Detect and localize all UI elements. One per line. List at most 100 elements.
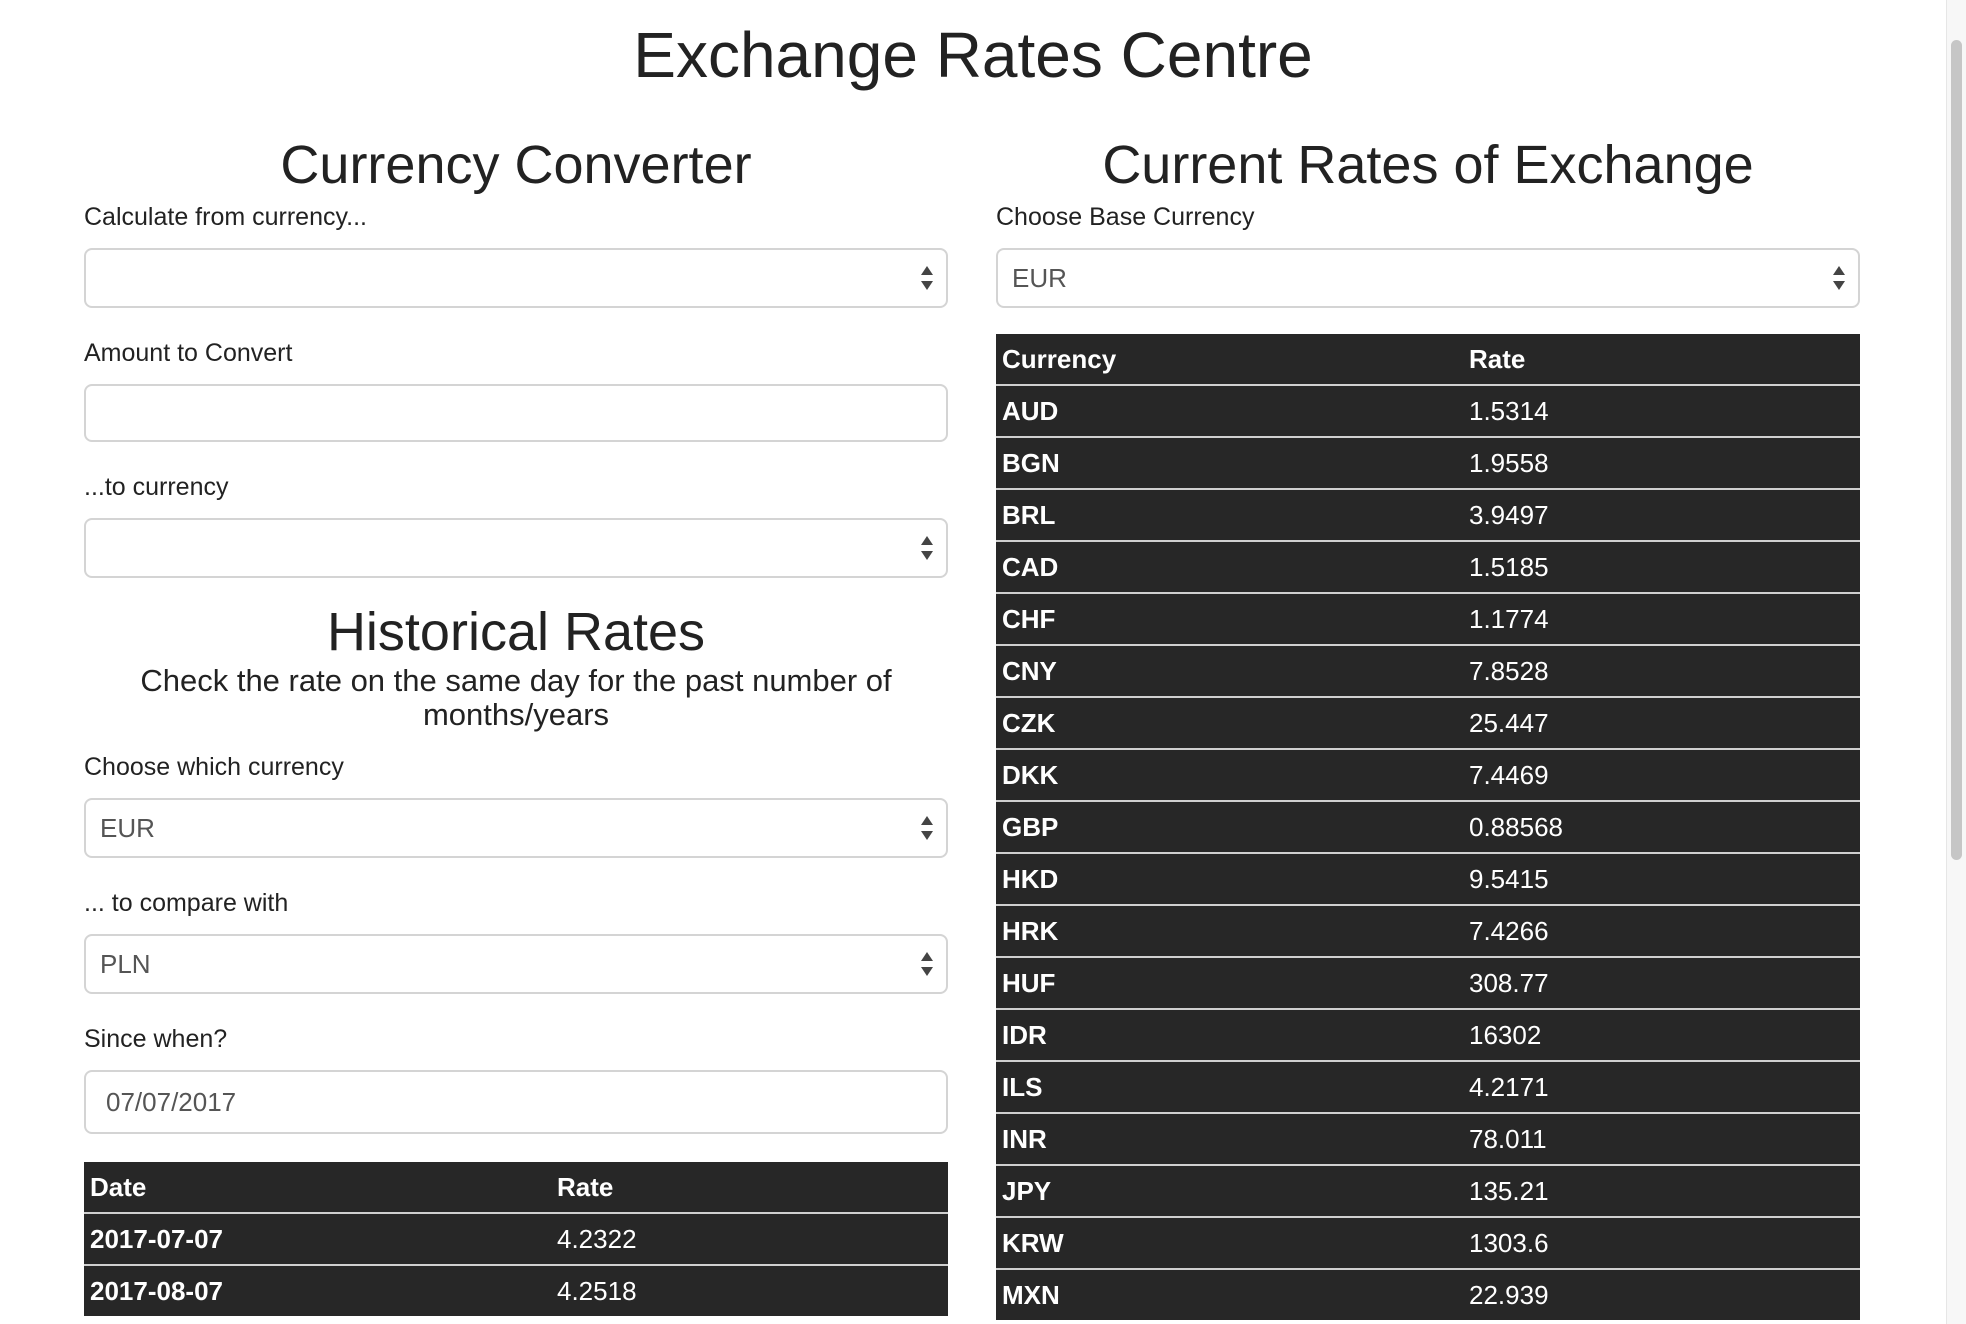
table-row: CHF 1.1774 bbox=[996, 592, 1860, 645]
converter-column: Currency Converter Calculate from curren… bbox=[84, 130, 948, 1316]
currency-column-header: Currency bbox=[1002, 343, 1117, 374]
table-row: ILS 4.2171 bbox=[996, 1060, 1860, 1113]
table-cell-rate: 3.9497 bbox=[1463, 488, 1860, 541]
table-cell-rate: 1.5185 bbox=[1463, 540, 1860, 593]
table-cell-rate: 308.77 bbox=[1463, 956, 1860, 1009]
table-row: DKK 7.4469 bbox=[996, 748, 1860, 801]
table-cell-rate: 22.939 bbox=[1463, 1268, 1860, 1320]
table-cell-date: 2017-08-07 bbox=[84, 1264, 551, 1316]
select-arrows-icon bbox=[920, 533, 934, 563]
table-row: JPY 135.21 bbox=[996, 1164, 1860, 1217]
historical-title: Historical Rates bbox=[326, 602, 706, 662]
table-row: HUF 308.77 bbox=[996, 956, 1860, 1009]
table-row: HKD 9.5415 bbox=[996, 852, 1860, 905]
table-cell-rate: 0.88568 bbox=[1463, 800, 1860, 853]
table-row: 2017-07-07 4.2322 bbox=[84, 1212, 948, 1265]
current-rates-table: Currency Rate AUD 1.5314 BGN 1.9558 BRL 3.949… bbox=[996, 334, 1860, 1320]
table-cell-currency: INR bbox=[996, 1112, 1463, 1165]
table-cell-currency: CZK bbox=[996, 696, 1463, 749]
amount-input[interactable] bbox=[84, 384, 948, 442]
table-header-row: Currency Rate bbox=[996, 334, 1860, 385]
table-cell-currency: BGN bbox=[996, 436, 1463, 489]
table-cell-rate: 4.2322 bbox=[551, 1212, 948, 1265]
current-rates-column: Current Rates of Exchange Choose Base Cu… bbox=[996, 130, 1860, 1320]
table-cell-currency: MXN bbox=[996, 1268, 1463, 1320]
table-cell-currency: AUD bbox=[996, 384, 1463, 437]
historical-subtitle: Check the rate on the same day for the p… bbox=[140, 663, 892, 732]
rate-column-header: Rate bbox=[1469, 343, 1526, 374]
table-cell-currency: GBP bbox=[996, 800, 1463, 853]
scrollbar-thumb[interactable] bbox=[1951, 40, 1962, 860]
table-row: AUD 1.5314 bbox=[996, 384, 1860, 437]
since-date-value: 07/07/2017 bbox=[106, 1087, 237, 1117]
table-cell-rate: 7.4266 bbox=[1463, 904, 1860, 957]
table-cell-currency: JPY bbox=[996, 1164, 1463, 1217]
table-row: MXN 22.939 bbox=[996, 1268, 1860, 1320]
historical-rates-table: Date Rate 2017-07-07 4.2322 2017-08-07 4.25… bbox=[84, 1162, 948, 1316]
table-cell-currency: DKK bbox=[996, 748, 1463, 801]
page-title: Exchange Rates Centre bbox=[633, 19, 1313, 91]
from-currency-select[interactable] bbox=[84, 248, 948, 308]
table-row: IDR 16302 bbox=[996, 1008, 1860, 1061]
table-row: KRW 1303.6 bbox=[996, 1216, 1860, 1269]
historical-currency-value: EUR bbox=[100, 813, 155, 843]
table-header-row: Date Rate bbox=[84, 1162, 948, 1213]
table-row: BGN 1.9558 bbox=[996, 436, 1860, 489]
base-currency-value: EUR bbox=[1012, 263, 1067, 293]
base-currency-select[interactable]: EUR bbox=[996, 248, 1860, 308]
since-date-input[interactable]: 07/07/2017 bbox=[84, 1070, 948, 1134]
table-row: CNY 7.8528 bbox=[996, 644, 1860, 697]
select-arrows-icon bbox=[1832, 263, 1846, 293]
rate-column-header: Rate bbox=[557, 1171, 614, 1202]
since-label: Since when? bbox=[84, 1025, 228, 1053]
table-cell-rate: 7.4469 bbox=[1463, 748, 1860, 801]
table-cell-rate: 1303.6 bbox=[1463, 1216, 1860, 1269]
table-cell-currency: CHF bbox=[996, 592, 1463, 645]
base-currency-label: Choose Base Currency bbox=[996, 203, 1255, 231]
table-cell-currency: CAD bbox=[996, 540, 1463, 593]
table-row: BRL 3.9497 bbox=[996, 488, 1860, 541]
table-cell-rate: 16302 bbox=[1463, 1008, 1860, 1061]
table-cell-rate: 4.2171 bbox=[1463, 1060, 1860, 1113]
compare-currency-select[interactable]: PLN bbox=[84, 934, 948, 994]
table-cell-rate: 4.2518 bbox=[551, 1264, 948, 1316]
table-cell-rate: 9.5415 bbox=[1463, 852, 1860, 905]
table-cell-date: 2017-07-07 bbox=[84, 1212, 551, 1265]
table-row: CZK 25.447 bbox=[996, 696, 1860, 749]
table-row: HRK 7.4266 bbox=[996, 904, 1860, 957]
table-row: GBP 0.88568 bbox=[996, 800, 1860, 853]
select-arrows-icon bbox=[920, 949, 934, 979]
page-scrollbar[interactable] bbox=[1946, 0, 1966, 1324]
current-rates-title: Current Rates of Exchange bbox=[1102, 135, 1754, 195]
table-row: 2017-08-07 4.2518 bbox=[84, 1264, 948, 1316]
to-currency-label: ...to currency bbox=[84, 473, 229, 501]
converter-title: Currency Converter bbox=[280, 135, 752, 195]
table-cell-rate: 1.5314 bbox=[1463, 384, 1860, 437]
table-cell-currency: BRL bbox=[996, 488, 1463, 541]
table-cell-currency: ILS bbox=[996, 1060, 1463, 1113]
historical-currency-select[interactable]: EUR bbox=[84, 798, 948, 858]
historical-currency-label: Choose which currency bbox=[84, 753, 344, 781]
table-cell-currency: IDR bbox=[996, 1008, 1463, 1061]
table-cell-currency: HKD bbox=[996, 852, 1463, 905]
amount-label: Amount to Convert bbox=[84, 339, 293, 367]
table-cell-currency: HUF bbox=[996, 956, 1463, 1009]
table-cell-currency: HRK bbox=[996, 904, 1463, 957]
to-currency-select[interactable] bbox=[84, 518, 948, 578]
table-row: INR 78.011 bbox=[996, 1112, 1860, 1165]
table-row: CAD 1.5185 bbox=[996, 540, 1860, 593]
table-cell-rate: 25.447 bbox=[1463, 696, 1860, 749]
table-cell-currency: CNY bbox=[996, 644, 1463, 697]
table-cell-rate: 135.21 bbox=[1463, 1164, 1860, 1217]
table-cell-rate: 1.9558 bbox=[1463, 436, 1860, 489]
select-arrows-icon bbox=[920, 813, 934, 843]
compare-currency-value: PLN bbox=[100, 949, 151, 979]
from-currency-label: Calculate from currency... bbox=[84, 203, 367, 231]
date-column-header: Date bbox=[90, 1171, 147, 1202]
select-arrows-icon bbox=[920, 263, 934, 293]
compare-currency-label: ... to compare with bbox=[84, 889, 289, 917]
table-cell-rate: 7.8528 bbox=[1463, 644, 1860, 697]
table-cell-rate: 78.011 bbox=[1463, 1112, 1860, 1165]
table-cell-currency: KRW bbox=[996, 1216, 1463, 1269]
table-cell-rate: 1.1774 bbox=[1463, 592, 1860, 645]
